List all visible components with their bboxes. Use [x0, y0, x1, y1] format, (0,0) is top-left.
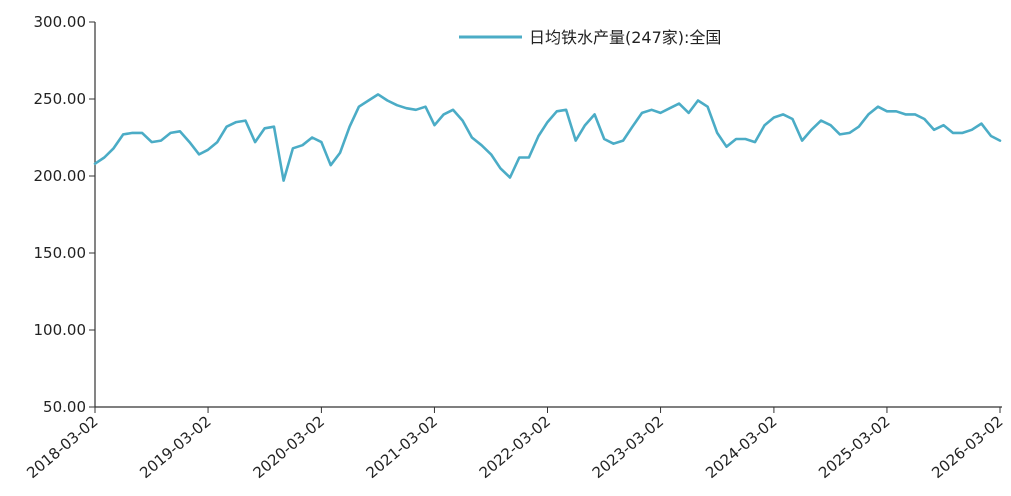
x-tick-label: 2021-03-02: [363, 412, 441, 482]
series-layer: [93, 93, 1002, 182]
x-tick-label: 2026-03-02: [928, 412, 1006, 482]
series-line: [93, 93, 1002, 182]
x-tick-label: 2025-03-02: [815, 412, 893, 482]
x-tick-label: 2019-03-02: [136, 412, 214, 482]
y-tick-label: 50.00: [43, 398, 86, 416]
legend[interactable]: 日均铁水产量(247家):全国: [459, 28, 721, 47]
y-tick-label: 250.00: [34, 90, 87, 108]
x-tick-label: 2020-03-02: [250, 412, 328, 482]
legend-label: 日均铁水产量(247家):全国: [529, 28, 721, 47]
x-tick-label: 2024-03-02: [702, 412, 780, 482]
x-tick-label: 2018-03-02: [23, 412, 101, 482]
y-tick-label: 300.00: [34, 13, 87, 31]
y-tick-label: 100.00: [34, 321, 87, 339]
x-tick-label: 2023-03-02: [589, 412, 667, 482]
y-tick-label: 150.00: [34, 244, 87, 262]
x-tick-label: 2022-03-02: [476, 412, 554, 482]
y-tick-label: 200.00: [34, 167, 87, 185]
axes: 300.00 250.00 200.00 150.00 100.00 50.002018-…: [23, 13, 1006, 482]
